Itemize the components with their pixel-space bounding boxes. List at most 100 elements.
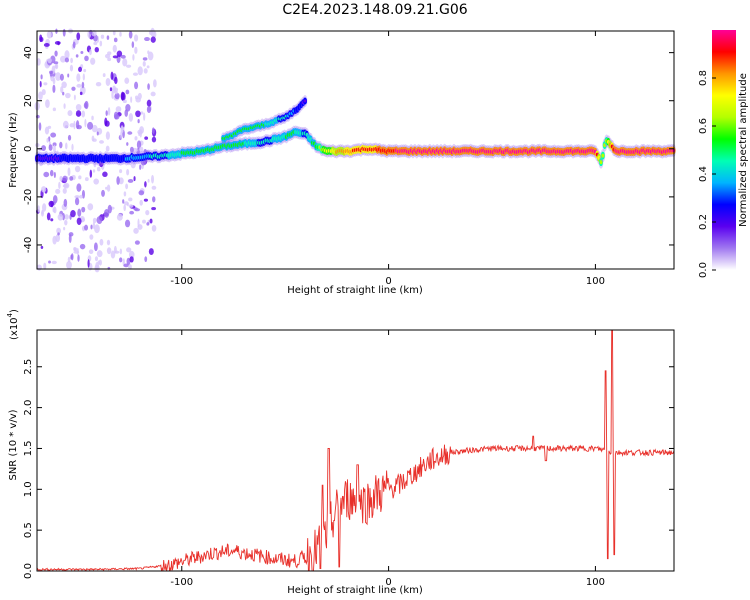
noise-speck <box>70 57 73 64</box>
noise-speck <box>59 175 63 182</box>
noise-speck <box>105 77 111 87</box>
noise-speck <box>153 79 157 88</box>
noise-speck <box>76 73 81 82</box>
noise-speck <box>99 238 104 246</box>
noise-speck <box>91 124 98 133</box>
noise-speck <box>62 184 69 188</box>
noise-speck <box>96 131 99 136</box>
noise-speck <box>124 77 130 84</box>
noise-speck <box>50 218 54 222</box>
noise-speck <box>94 46 99 53</box>
noise-speck <box>102 171 108 178</box>
noise-speck <box>78 66 83 72</box>
noise-speck <box>104 120 110 127</box>
colorbar-tick-label: 0.2 <box>698 214 709 230</box>
noise-speck <box>89 49 92 56</box>
noise-speck <box>67 73 70 78</box>
noise-speck <box>126 257 131 266</box>
noise-speck <box>77 254 80 262</box>
noise-speck <box>64 57 70 63</box>
noise-speck <box>138 190 145 196</box>
noise-speck <box>116 213 123 221</box>
noise-speck <box>65 142 68 150</box>
noise-speck <box>126 64 132 68</box>
noise-speck <box>142 219 146 224</box>
noise-speck <box>60 55 66 63</box>
noise-speck <box>128 204 134 208</box>
noise-speck <box>151 174 155 184</box>
noise-speck <box>62 120 69 129</box>
noise-speck <box>130 96 133 103</box>
x-tick-label: 100 <box>586 276 605 287</box>
noise-speck <box>128 264 132 270</box>
noise-speck <box>67 134 72 141</box>
second-ridge-core <box>303 99 307 103</box>
noise-speck <box>64 50 70 60</box>
noise-speck <box>70 210 76 218</box>
noise-speck <box>56 227 62 234</box>
noise-speck <box>69 176 74 181</box>
y-tick-label: 1.0 <box>23 481 34 497</box>
noise-speck <box>134 46 138 54</box>
noise-speck <box>144 256 148 263</box>
noise-speck <box>119 31 122 37</box>
noise-speck <box>122 199 125 204</box>
noise-speck <box>39 80 42 88</box>
noise-speck <box>112 44 117 53</box>
noise-speck <box>79 243 86 250</box>
noise-speck <box>116 176 120 185</box>
noise-speck <box>60 86 64 93</box>
snr-y-ticks: 0.0 0.5 1.0 1.5 2.0 2.5 <box>23 359 674 579</box>
noise-speck <box>53 144 56 154</box>
colorbar-tick-label: 0.6 <box>698 118 709 134</box>
noise-speck <box>120 91 125 101</box>
noise-speck <box>93 41 98 46</box>
noise-speck <box>62 187 67 194</box>
noise-speck <box>119 169 123 174</box>
noise-speck <box>84 55 89 62</box>
noise-speck <box>127 179 134 183</box>
noise-speck <box>53 61 59 65</box>
noise-speck <box>113 37 118 43</box>
noise-speck <box>100 34 105 39</box>
noise-speck <box>38 91 43 101</box>
noise-speck <box>48 200 54 208</box>
noise-speck <box>135 110 141 118</box>
noise-speck <box>107 204 112 214</box>
noise-speck <box>134 34 139 42</box>
noise-speck <box>57 232 60 236</box>
snr-y-multiplier: (x104) <box>6 309 20 340</box>
noise-speck <box>41 89 46 96</box>
noise-speck <box>63 198 68 207</box>
colorbar-ticks: 0.0 0.2 0.4 0.6 0.8 <box>698 70 716 278</box>
noise-speck <box>91 29 97 37</box>
noise-speck <box>139 146 144 152</box>
noise-speck <box>79 91 83 96</box>
spectrogram-y-axis-label: Frequency (Hz) <box>8 112 19 188</box>
noise-speck <box>41 145 47 151</box>
noise-speck <box>76 183 82 192</box>
noise-speck <box>143 198 149 202</box>
noise-speck <box>36 58 41 66</box>
noise-speck <box>142 57 148 61</box>
noise-speck <box>151 127 155 134</box>
noise-speck <box>62 28 66 37</box>
noise-speck <box>137 218 140 228</box>
noise-speck <box>94 264 100 273</box>
noise-speck <box>48 260 51 264</box>
noise-speck <box>140 111 144 115</box>
noise-speck <box>50 75 55 82</box>
noise-speck <box>81 81 85 89</box>
noise-speck <box>80 51 84 55</box>
noise-speck <box>75 54 79 58</box>
noise-speck <box>48 144 53 151</box>
noise-speck <box>123 191 127 197</box>
noise-speck <box>147 83 150 90</box>
noise-speck <box>130 160 136 169</box>
noise-speck <box>114 92 120 100</box>
x-tick-label: -100 <box>170 276 193 287</box>
noise-speck <box>119 248 123 255</box>
noise-speck <box>144 136 149 140</box>
noise-speck <box>105 110 108 116</box>
